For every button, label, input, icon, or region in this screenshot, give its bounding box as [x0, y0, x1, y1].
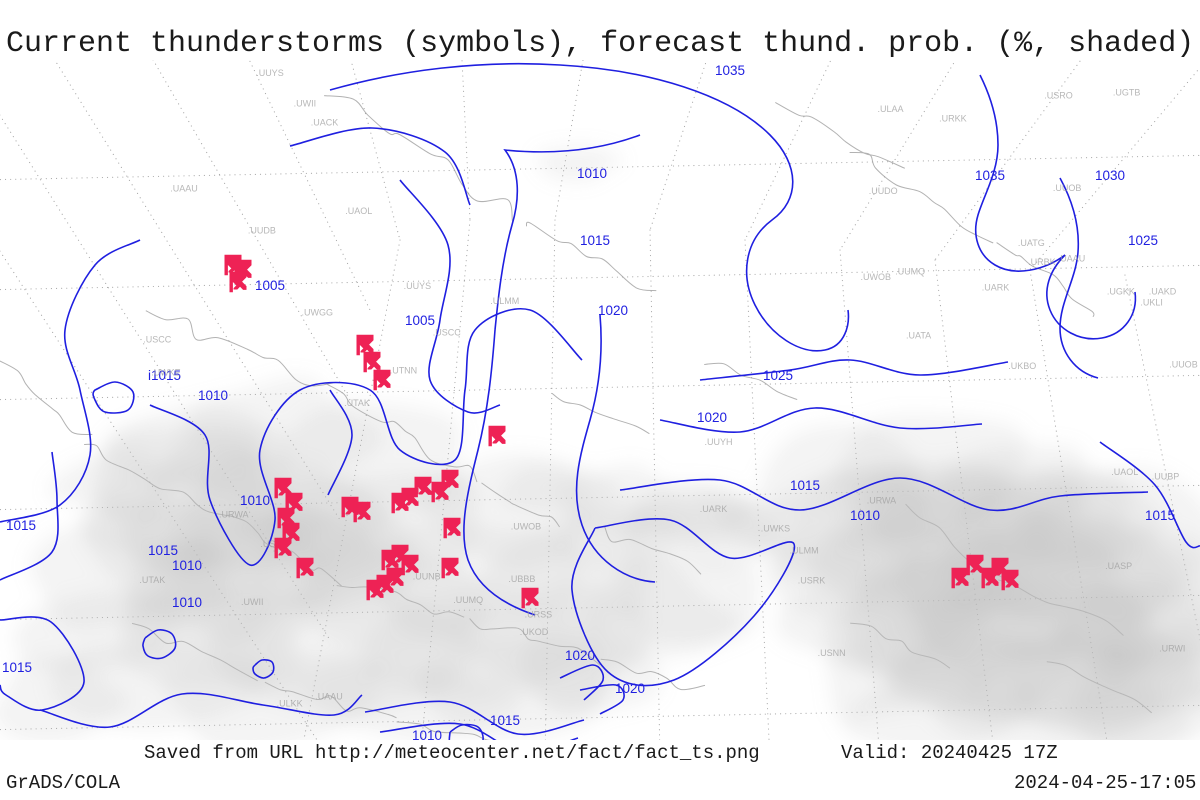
svg-text:.UARK: .UARK: [700, 504, 728, 514]
svg-text:.UUNB: .UUNB: [413, 571, 441, 581]
svg-text:.USRO: .USRO: [1044, 91, 1073, 101]
svg-text:.USCC: .USCC: [433, 327, 462, 337]
svg-text:.UATG: .UATG: [1018, 238, 1045, 248]
svg-text:.UGKK: .UGKK: [1107, 286, 1135, 296]
svg-text:.UKOD: .UKOD: [520, 627, 549, 637]
svg-text:.UUYS: .UUYS: [404, 281, 432, 291]
svg-text:.UUYS: .UUYS: [256, 68, 284, 78]
svg-text:.UBBB: .UBBB: [508, 574, 535, 584]
svg-text:.UKBO: .UKBO: [1008, 361, 1036, 371]
svg-text:1020: 1020: [565, 648, 595, 663]
svg-text:1015: 1015: [1145, 508, 1175, 523]
svg-text:.URBK: .URBK: [1028, 257, 1056, 267]
svg-text:1015: 1015: [490, 713, 520, 728]
svg-text:.URWA: .URWA: [867, 495, 897, 505]
svg-text:.USRK: .USRK: [798, 575, 826, 585]
svg-text:1010: 1010: [172, 595, 202, 610]
svg-text:.UKLI: .UKLI: [1140, 298, 1163, 308]
svg-text:.UUOB: .UUOB: [1169, 360, 1198, 370]
svg-text:1015: 1015: [580, 233, 610, 248]
svg-text:.UACK: .UACK: [311, 117, 339, 127]
svg-text:.UAOL: .UAOL: [345, 206, 372, 216]
svg-text:1020: 1020: [697, 410, 727, 425]
svg-text:.UTAK: .UTAK: [139, 575, 165, 585]
svg-text:.UAAU: .UAAU: [315, 692, 343, 702]
svg-text:.UATA: .UATA: [906, 330, 931, 340]
svg-text:.UASP: .UASP: [1105, 561, 1132, 571]
svg-text:.UWGG: .UWGG: [302, 308, 334, 318]
svg-text:.URWA: .URWA: [219, 509, 249, 519]
svg-text:1010: 1010: [412, 728, 442, 740]
svg-text:.UUBP: .UUBP: [1152, 471, 1180, 481]
svg-text:.UWII: .UWII: [241, 597, 264, 607]
svg-text:1020: 1020: [598, 303, 628, 318]
svg-text:.UWKE: .UWKE: [151, 367, 181, 377]
svg-text:.UGTB: .UGTB: [1113, 88, 1141, 98]
svg-text:1010: 1010: [198, 388, 228, 403]
svg-text:1020: 1020: [615, 681, 645, 696]
svg-text:.ULMM: .ULMM: [790, 546, 819, 556]
svg-text:1005: 1005: [405, 313, 435, 328]
svg-text:1015: 1015: [148, 543, 178, 558]
svg-text:.UUDB: .UUDB: [248, 226, 276, 236]
svg-text:.ULMM: .ULMM: [490, 296, 519, 306]
svg-text:1015: 1015: [790, 478, 820, 493]
svg-text:.USNN: .USNN: [818, 648, 846, 658]
svg-text:1005: 1005: [255, 278, 285, 293]
svg-text:.UUMQ: .UUMQ: [453, 595, 483, 605]
svg-text:.UARK: .UARK: [982, 283, 1010, 293]
svg-text:.UWOB: .UWOB: [511, 521, 542, 531]
svg-text:C1015: C1015: [530, 738, 570, 740]
svg-text:1025: 1025: [1128, 233, 1158, 248]
svg-text:.URWI: .URWI: [1159, 644, 1185, 654]
svg-text:1010: 1010: [850, 508, 880, 523]
svg-text:1035: 1035: [975, 168, 1005, 183]
svg-text:.UTAK: .UTAK: [344, 398, 370, 408]
svg-text:1010: 1010: [577, 166, 607, 181]
svg-text:1030: 1030: [1095, 168, 1125, 183]
svg-text:.URSS: .URSS: [525, 610, 553, 620]
svg-text:.URKK: .URKK: [939, 113, 967, 123]
svg-text:.UAKD: .UAKD: [1149, 286, 1177, 296]
svg-text:.ULKK: .ULKK: [277, 699, 303, 709]
svg-text:.UTNN: .UTNN: [390, 366, 418, 376]
svg-text:.USCC: .USCC: [143, 335, 172, 345]
svg-text:.UAOL: .UAOL: [1111, 467, 1138, 477]
svg-text:1010: 1010: [240, 493, 270, 508]
svg-text:.UUMQ: .UUMQ: [895, 267, 925, 277]
svg-text:.UUYH: .UUYH: [705, 437, 733, 447]
svg-text:.UUOB: .UUOB: [1053, 183, 1082, 193]
svg-text:.UAAU: .UAAU: [1058, 254, 1086, 264]
svg-text:1015: 1015: [6, 518, 36, 533]
svg-text:.UWII: .UWII: [294, 98, 317, 108]
svg-text:.UWKS: .UWKS: [761, 524, 791, 534]
svg-text:.UUDO: .UUDO: [869, 186, 898, 196]
svg-text:1025: 1025: [763, 368, 793, 383]
svg-text:1015: 1015: [2, 660, 32, 675]
svg-text:1010: 1010: [172, 558, 202, 573]
svg-text:.UWOB: .UWOB: [861, 272, 892, 282]
svg-text:1035: 1035: [715, 63, 745, 78]
svg-text:.ULAA: .ULAA: [878, 104, 904, 114]
svg-text:.UAAU: .UAAU: [170, 184, 198, 194]
